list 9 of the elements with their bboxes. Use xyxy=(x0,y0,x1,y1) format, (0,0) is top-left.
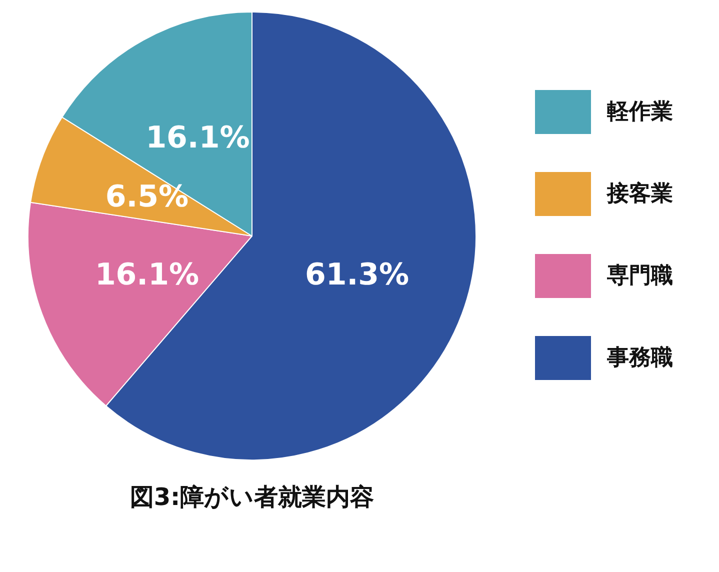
legend-label: 専門職 xyxy=(606,264,673,288)
data-label: 6.5% xyxy=(105,180,189,215)
data-label: 16.1% xyxy=(146,120,250,156)
legend-label: 軽作業 xyxy=(607,100,673,124)
data-label: 61.3% xyxy=(304,257,410,292)
data-label: 16.1% xyxy=(94,257,200,292)
legend-label: 接客業 xyxy=(606,180,673,206)
text: 図3:障がい者就業内容 xyxy=(130,483,374,511)
legend-label: 事務職 xyxy=(606,346,673,370)
